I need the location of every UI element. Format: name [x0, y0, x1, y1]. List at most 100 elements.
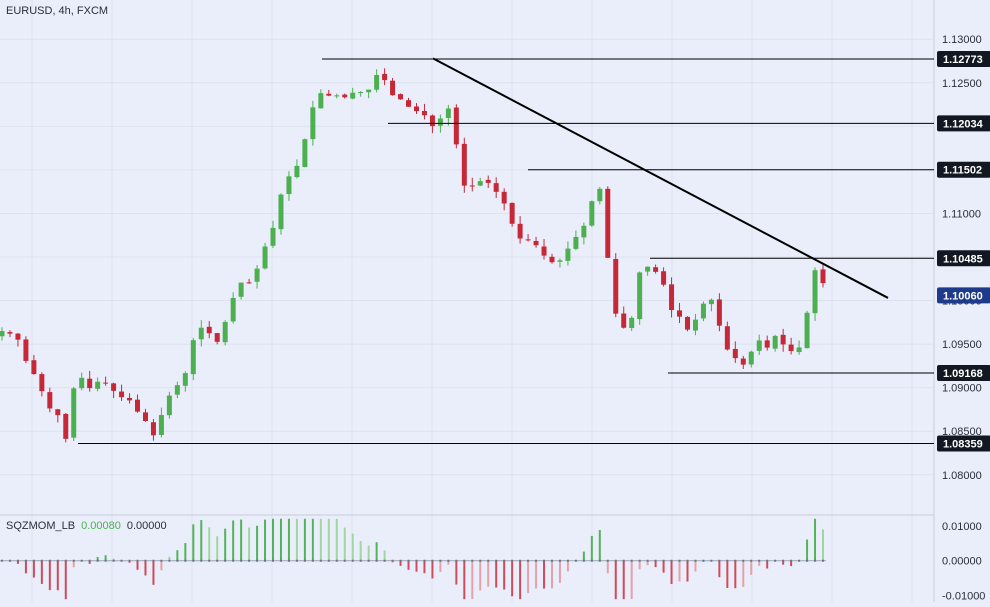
level-label: 1.12034	[943, 118, 984, 130]
squeeze-dot	[503, 559, 506, 562]
price-tick-label: 1.12500	[942, 78, 982, 90]
candle-body	[302, 139, 308, 168]
candle-body	[390, 80, 396, 96]
candle-body	[238, 282, 244, 297]
candle-body	[573, 236, 579, 249]
squeeze-dot	[351, 559, 354, 562]
level-label-box	[937, 50, 990, 67]
candle-body	[398, 94, 404, 100]
candle-body	[653, 267, 659, 272]
candle-body	[310, 107, 316, 140]
level-label-box	[937, 435, 990, 452]
candle-body	[358, 92, 364, 94]
squeeze-dot	[423, 559, 426, 562]
squeeze-dot	[168, 559, 171, 562]
candle-body	[254, 268, 260, 282]
squeeze-dot	[495, 559, 498, 562]
squeeze-dot	[112, 559, 115, 562]
candle-body	[501, 191, 507, 204]
candle-body	[788, 344, 794, 351]
candle-body	[517, 223, 523, 239]
squeeze-dot	[590, 559, 593, 562]
candle-body	[605, 188, 611, 258]
candle-body	[820, 269, 826, 284]
squeeze-dot	[606, 559, 609, 562]
candle-body	[533, 240, 539, 246]
candle-body	[198, 327, 204, 340]
candle-body	[95, 381, 101, 389]
candle-body	[262, 246, 268, 269]
squeeze-dot	[272, 559, 275, 562]
candle-body	[756, 340, 762, 351]
candle-body	[772, 335, 778, 349]
candle-body	[429, 115, 435, 127]
indicator-value-2: 0.00000	[126, 520, 167, 532]
current-price-label-box	[937, 287, 990, 304]
level-label: 1.10485	[943, 253, 983, 265]
squeeze-dot	[686, 559, 689, 562]
squeeze-dot	[56, 559, 59, 562]
squeeze-dot	[104, 559, 107, 562]
candle-body	[557, 260, 563, 262]
candle-body	[637, 272, 643, 320]
squeeze-dot	[734, 559, 737, 562]
candle-body	[326, 93, 332, 96]
squeeze-dot	[240, 559, 243, 562]
squeeze-dot	[670, 559, 673, 562]
squeeze-dot	[295, 559, 298, 562]
squeeze-dot	[391, 559, 394, 562]
candle-body	[342, 94, 348, 98]
candle-body	[740, 358, 746, 365]
candle-body	[469, 185, 475, 187]
candle-body	[581, 225, 587, 238]
squeeze-dot	[160, 559, 163, 562]
candle-body	[7, 332, 13, 334]
candle-body	[700, 303, 706, 319]
candle-body	[374, 75, 380, 90]
price-tick-label: 1.13000	[942, 34, 982, 46]
candle-body	[621, 313, 627, 328]
candle-body	[206, 326, 212, 334]
momentum-tick-label: 0.01000	[942, 521, 982, 533]
indicator-label: SQZMOM_LB 0.00080 0.00000	[6, 520, 167, 532]
symbol-label: EURUSD, 4h, FXCM	[6, 5, 109, 17]
squeeze-dot	[208, 559, 211, 562]
candle-body	[549, 256, 555, 263]
squeeze-dot	[232, 559, 235, 562]
candle-body	[724, 326, 730, 350]
candle-body	[708, 299, 714, 305]
candle-body	[445, 108, 451, 119]
candle-body	[79, 377, 85, 389]
squeeze-dot	[726, 559, 729, 562]
squeeze-dot	[511, 559, 514, 562]
squeeze-dot	[535, 559, 538, 562]
squeeze-dot	[72, 559, 75, 562]
squeeze-dot	[136, 559, 139, 562]
squeeze-dot	[694, 559, 697, 562]
candle-body	[142, 412, 148, 422]
candle-body	[485, 179, 491, 183]
squeeze-dot	[184, 559, 187, 562]
candle-body	[565, 248, 571, 261]
squeeze-dot	[327, 559, 330, 562]
squeeze-dot	[614, 559, 617, 562]
price-tick-label: 1.08500	[942, 426, 982, 438]
squeeze-dot	[120, 559, 123, 562]
candle-body	[23, 339, 29, 361]
trendline	[432, 57, 889, 299]
squeeze-dot	[80, 559, 83, 562]
candle-body	[127, 397, 133, 401]
squeeze-dot	[447, 559, 450, 562]
candle-body	[645, 266, 651, 272]
candle-body	[541, 246, 547, 256]
squeeze-dot	[479, 559, 482, 562]
level-label: 1.11502	[943, 165, 982, 177]
squeeze-dot	[407, 559, 410, 562]
candle-body	[382, 73, 388, 81]
squeeze-dot	[550, 559, 553, 562]
price-tick-label: 1.08000	[942, 470, 982, 482]
price-tick-label: 1.11000	[942, 208, 981, 220]
candle-body	[230, 297, 236, 322]
